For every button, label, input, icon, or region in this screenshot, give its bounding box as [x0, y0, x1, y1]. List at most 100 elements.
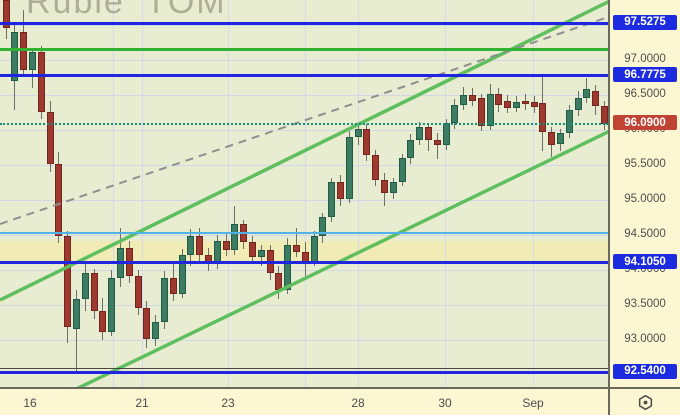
time-axis[interactable]: 16 21 23 28 30 Sep [0, 387, 608, 415]
price-tick-label: 93.5000 [624, 297, 666, 310]
candle-down [275, 273, 283, 290]
candle-up [284, 244, 292, 290]
candle-down [433, 139, 441, 146]
candle-down [46, 112, 54, 164]
candle-up [486, 93, 494, 126]
candle-down [292, 244, 300, 252]
dashed-trendline[interactable] [0, 13, 608, 225]
candle-up [354, 128, 362, 137]
vertical-gridline [533, 0, 534, 387]
price-badge: 97.5275 [613, 14, 677, 30]
vertical-gridline [113, 0, 114, 387]
symbol-watermark: Ruble TOM [26, 0, 227, 21]
horizontal-gridline [0, 339, 608, 341]
candle-up [451, 104, 459, 123]
candle-down [37, 51, 45, 113]
price-tick-label: 97.0000 [624, 52, 666, 65]
horizontal-gridline [0, 94, 608, 96]
candle-up-wick [75, 289, 77, 374]
candle-up [460, 94, 468, 105]
candle-up [398, 157, 406, 182]
price-level-line[interactable] [0, 370, 608, 374]
candle-up [257, 250, 265, 258]
candle-down [548, 132, 556, 146]
candle-up [152, 322, 160, 339]
candle-down-wick [295, 227, 297, 258]
candle-down [424, 127, 432, 140]
candle-down [592, 90, 600, 107]
green-trendline[interactable] [70, 129, 608, 387]
vertical-gridline [305, 0, 306, 387]
candle-up [512, 101, 520, 108]
candle-up [583, 89, 591, 98]
candle-up [81, 272, 89, 300]
candle-up [319, 217, 327, 237]
price-tick-label: 95.5000 [624, 157, 666, 170]
price-axis[interactable]: 97.000096.500096.000095.500095.000094.50… [608, 0, 680, 387]
candle-up [72, 299, 80, 330]
horizontal-gridline [0, 234, 608, 236]
price-level-line[interactable] [0, 122, 608, 125]
candle-down [504, 100, 512, 108]
candle-down [530, 101, 538, 107]
candle-down [363, 128, 371, 156]
candle-down-wick [436, 132, 438, 160]
support-line[interactable] [0, 231, 608, 234]
price-level-line[interactable] [0, 261, 608, 265]
candle-up [108, 278, 116, 332]
candle-up [574, 97, 582, 111]
price-badge: 96.7775 [613, 67, 677, 83]
candle-down [169, 278, 177, 294]
vertical-gridline [445, 0, 446, 387]
horizontal-gridline [0, 269, 608, 271]
green-trendline[interactable] [0, 0, 608, 302]
candle-up [11, 31, 19, 81]
candle-up [407, 139, 415, 158]
gear-icon [638, 394, 652, 410]
chart-plot-area[interactable]: Ruble TOM [0, 0, 608, 387]
candle-down [134, 275, 142, 308]
candle-down [301, 251, 309, 262]
candle-down [248, 241, 256, 258]
support-line[interactable] [0, 47, 608, 51]
horizontal-gridline [0, 164, 608, 166]
candle-down [477, 98, 485, 126]
candle-down [372, 155, 380, 181]
candle-up [160, 278, 168, 323]
axis-settings-button[interactable] [634, 393, 656, 411]
candle-up [187, 236, 195, 255]
time-tick-label: 23 [221, 396, 235, 410]
price-tick-label: 93.0000 [624, 332, 666, 345]
candle-down [380, 180, 388, 193]
candle-down [521, 100, 529, 105]
time-tick-label: 21 [135, 396, 149, 410]
candle-up [389, 181, 397, 193]
time-tick-label: Sep [522, 396, 544, 410]
candle-up [345, 136, 353, 199]
price-level-line[interactable] [0, 74, 608, 78]
time-tick-label: 16 [23, 396, 37, 410]
time-tick-label: 30 [438, 396, 452, 410]
candle-down [2, 0, 10, 28]
vertical-gridline [358, 0, 359, 387]
vertical-gridline [142, 0, 143, 387]
horizontal-gridline [0, 129, 608, 131]
price-tick-label: 96.5000 [624, 87, 666, 100]
horizontal-gridline [0, 304, 608, 306]
candle-down [196, 236, 204, 255]
trendlines-overlay [0, 0, 608, 387]
support-line[interactable] [0, 368, 608, 370]
candle-down [90, 272, 98, 311]
axis-corner [608, 387, 680, 415]
price-tick-label: 95.0000 [624, 192, 666, 205]
horizontal-gridline [0, 24, 608, 26]
candle-up [556, 133, 564, 144]
price-level-line[interactable] [0, 21, 608, 25]
horizontal-gridline [0, 59, 608, 61]
candle-up [310, 236, 318, 262]
candle-up [178, 254, 186, 294]
horizontal-gridline [0, 199, 608, 201]
candle-down [336, 181, 344, 199]
candle-down [495, 93, 503, 105]
